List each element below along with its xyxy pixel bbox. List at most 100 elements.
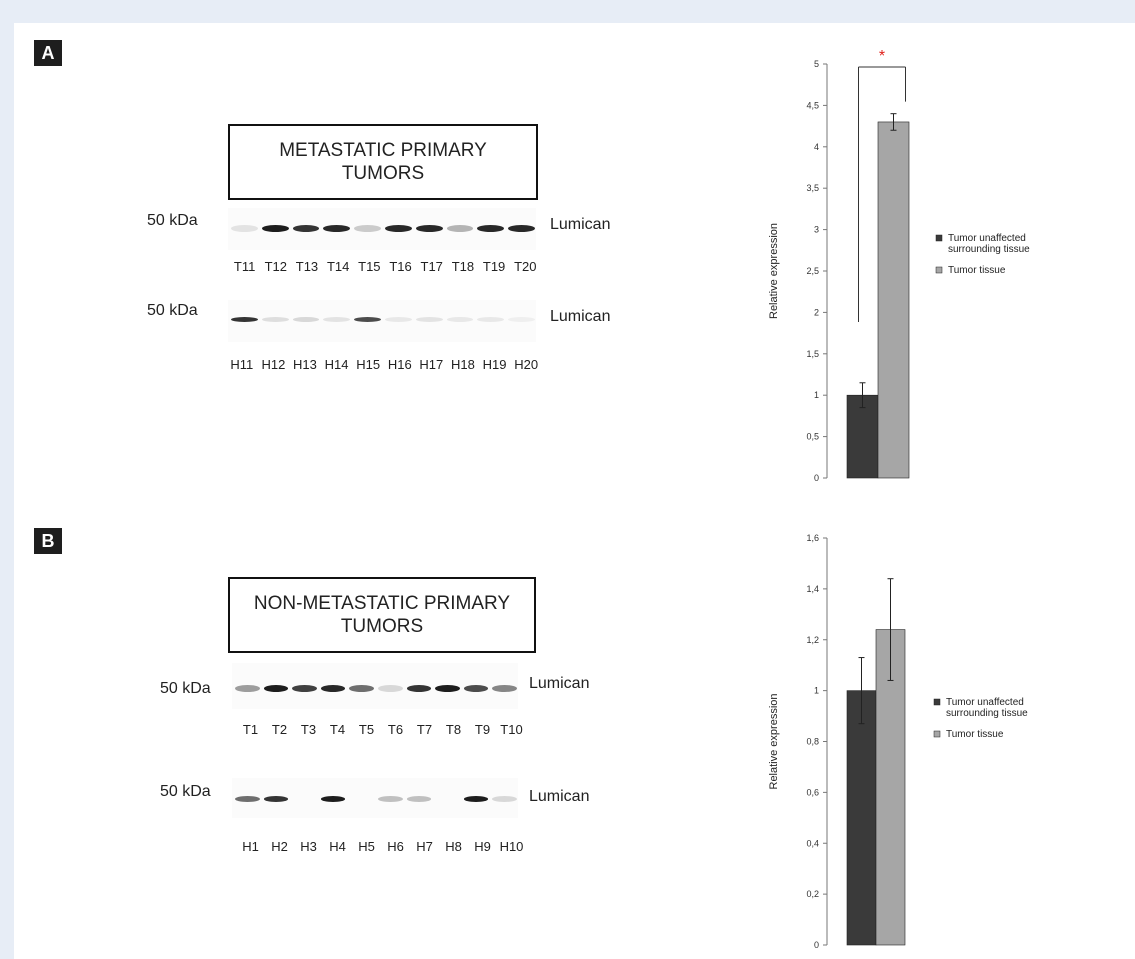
legend-label: Tumor tissue: [946, 729, 1004, 740]
lane-label: T17: [420, 259, 443, 274]
lane-label: H2: [271, 839, 288, 854]
lane-labels: H1 H2 H3 H4 H5 H6 H7 H8 H9 H10: [236, 839, 526, 854]
protein-label: Lumican: [529, 788, 590, 805]
protein-band: [492, 685, 517, 692]
protein-band: [235, 685, 260, 692]
y-tick-label: 1,2: [806, 635, 819, 645]
lane-label: T9: [474, 722, 491, 737]
lane-label: H10: [499, 839, 524, 854]
protein-label: Lumican: [529, 675, 590, 692]
western-blot-bottom: [232, 778, 518, 818]
lane-label: T8: [445, 722, 462, 737]
lane-label: H11: [230, 357, 254, 372]
protein-band: [235, 796, 260, 802]
legend-swatch: [935, 234, 943, 242]
protein-band: [415, 225, 443, 232]
protein-band: [292, 317, 320, 322]
y-tick-label: 0: [814, 473, 819, 483]
protein-band: [446, 317, 474, 322]
legend-label: Tumor unaffected surrounding tissue: [948, 233, 1030, 255]
western-blot-bottom: [228, 300, 536, 342]
protein-band: [292, 225, 320, 232]
lane-label: T10: [500, 722, 523, 737]
legend-label: Tumor tissue: [948, 265, 1006, 276]
panel-label-b: B: [34, 528, 62, 554]
lane-labels: T11 T12 T13 T14 T15 T16 T17 T18 T19 T20: [229, 259, 541, 274]
marker-label: 50 kDa: [147, 212, 198, 229]
lane-label: T14: [326, 259, 350, 274]
y-tick-label: 0: [814, 940, 819, 950]
y-tick-label: 2,5: [806, 266, 819, 276]
lane-label: T13: [295, 259, 319, 274]
lane-label: T1: [242, 722, 259, 737]
marker-label: 50 kDa: [160, 783, 211, 800]
protein-band: [263, 796, 289, 802]
lane-label: H8: [445, 839, 462, 854]
y-tick-label: 0,2: [806, 889, 819, 899]
lane-label: T15: [358, 259, 381, 274]
y-axis-label: Relative expression: [768, 694, 780, 790]
lane-labels: T1 T2 T3 T4 T5 T6 T7 T8 T9 T10: [236, 722, 526, 737]
y-tick-label: 4,5: [806, 100, 819, 110]
y-tick-label: 2: [814, 307, 819, 317]
protein-band: [406, 685, 432, 692]
protein-band: [349, 685, 374, 692]
lane-label: H17: [419, 357, 444, 372]
lane-label: H14: [324, 357, 349, 372]
protein-band: [320, 685, 346, 692]
panel-a-title: METASTATIC PRIMARY TUMORS: [279, 140, 487, 184]
lane-label: H7: [416, 839, 433, 854]
legend-swatch: [935, 266, 943, 274]
protein-band: [385, 317, 412, 322]
marker-label: 50 kDa: [147, 302, 198, 319]
protein-band: [508, 317, 535, 322]
lane-label: T19: [482, 259, 506, 274]
lane-label: H3: [300, 839, 317, 854]
protein-band: [231, 225, 258, 232]
legend-label: Tumor unaffected surrounding tissue: [946, 697, 1028, 719]
panel-label-a: A: [34, 40, 62, 66]
lane-label: H20: [514, 357, 539, 372]
lane-label: T4: [329, 722, 346, 737]
significance-star: *: [879, 48, 885, 65]
protein-band: [477, 317, 505, 322]
y-tick-label: 1,4: [806, 584, 819, 594]
protein-band: [323, 317, 351, 322]
y-tick-label: 1,6: [806, 533, 819, 543]
lane-label: H15: [356, 357, 381, 372]
protein-band: [378, 685, 403, 692]
y-tick-label: 0,4: [806, 838, 819, 848]
protein-band: [320, 796, 346, 802]
lane-label: H18: [451, 357, 475, 372]
protein-band: [406, 796, 432, 802]
y-axis-label: Relative expression: [768, 223, 780, 319]
lane-label: H16: [387, 357, 412, 372]
lane-labels: H11 H12 H13 H14 H15 H16 H17 H18 H19 H20: [226, 357, 542, 372]
protein-band: [378, 796, 403, 802]
protein-band: [463, 685, 489, 692]
protein-band: [354, 317, 381, 322]
lane-label: T5: [358, 722, 375, 737]
lane-label: H9: [474, 839, 491, 854]
bar: [875, 629, 906, 946]
figure-background: [14, 23, 1135, 959]
bar-chart-a: 0 0,5 1 1,5 2 2,5 3 3,5 4 4,5 5 Relative expression…: [768, 48, 1030, 483]
y-tick-label: 0,5: [806, 432, 819, 442]
y-tick-label: 1: [814, 390, 819, 400]
lane-label: H12: [261, 357, 286, 372]
lane-label: H6: [387, 839, 404, 854]
panel-a-title-box: METASTATIC PRIMARY TUMORS: [228, 124, 538, 200]
y-tick-label: 3: [814, 225, 819, 235]
protein-band: [231, 317, 258, 322]
lane-label: H4: [329, 839, 346, 854]
y-tick-label: 3,5: [806, 183, 819, 193]
protein-band: [323, 225, 351, 232]
legend-swatch: [933, 730, 941, 738]
protein-band: [508, 225, 535, 232]
protein-label: Lumican: [550, 216, 611, 233]
y-tick-label: 1,5: [806, 349, 819, 359]
y-tick-label: 0,8: [806, 737, 819, 747]
protein-band: [263, 685, 289, 692]
lane-label: T16: [389, 259, 412, 274]
bar: [846, 690, 877, 946]
